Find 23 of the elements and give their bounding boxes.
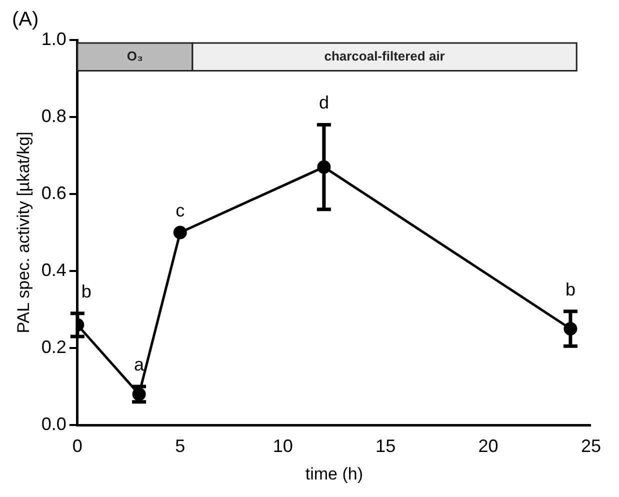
- annotation: c: [176, 200, 185, 220]
- annotation: b: [81, 281, 92, 302]
- x-tick-label: 15: [376, 436, 396, 456]
- y-axis-title: PAL spec. activity [µkat/kg]: [14, 132, 33, 334]
- band-label: charcoal-filtered air: [324, 48, 445, 64]
- text: (A): [12, 8, 39, 31]
- annotation: a: [134, 354, 146, 374]
- band-label: O₃: [126, 48, 144, 64]
- x-tick-label: 0: [72, 436, 82, 456]
- y-tick-label: 0.6: [41, 182, 66, 203]
- x-tick-label: 5: [175, 436, 186, 456]
- y-tick-label: 0.4: [41, 260, 66, 280]
- x-axis-title: time (h): [305, 464, 364, 484]
- point: [173, 226, 187, 240]
- x-tick-label: 20: [478, 436, 498, 456]
- x-tick-label: 10: [272, 436, 293, 456]
- x-tick-label: 25: [580, 436, 602, 456]
- y-tick-label: 0.2: [41, 336, 66, 357]
- y-tick-label: 0.0: [41, 414, 66, 434]
- y-tick-label: 1.0: [41, 28, 66, 49]
- y-tick-label: 0.8: [41, 106, 66, 126]
- annotation: d: [318, 92, 329, 113]
- annotation: b: [565, 279, 576, 300]
